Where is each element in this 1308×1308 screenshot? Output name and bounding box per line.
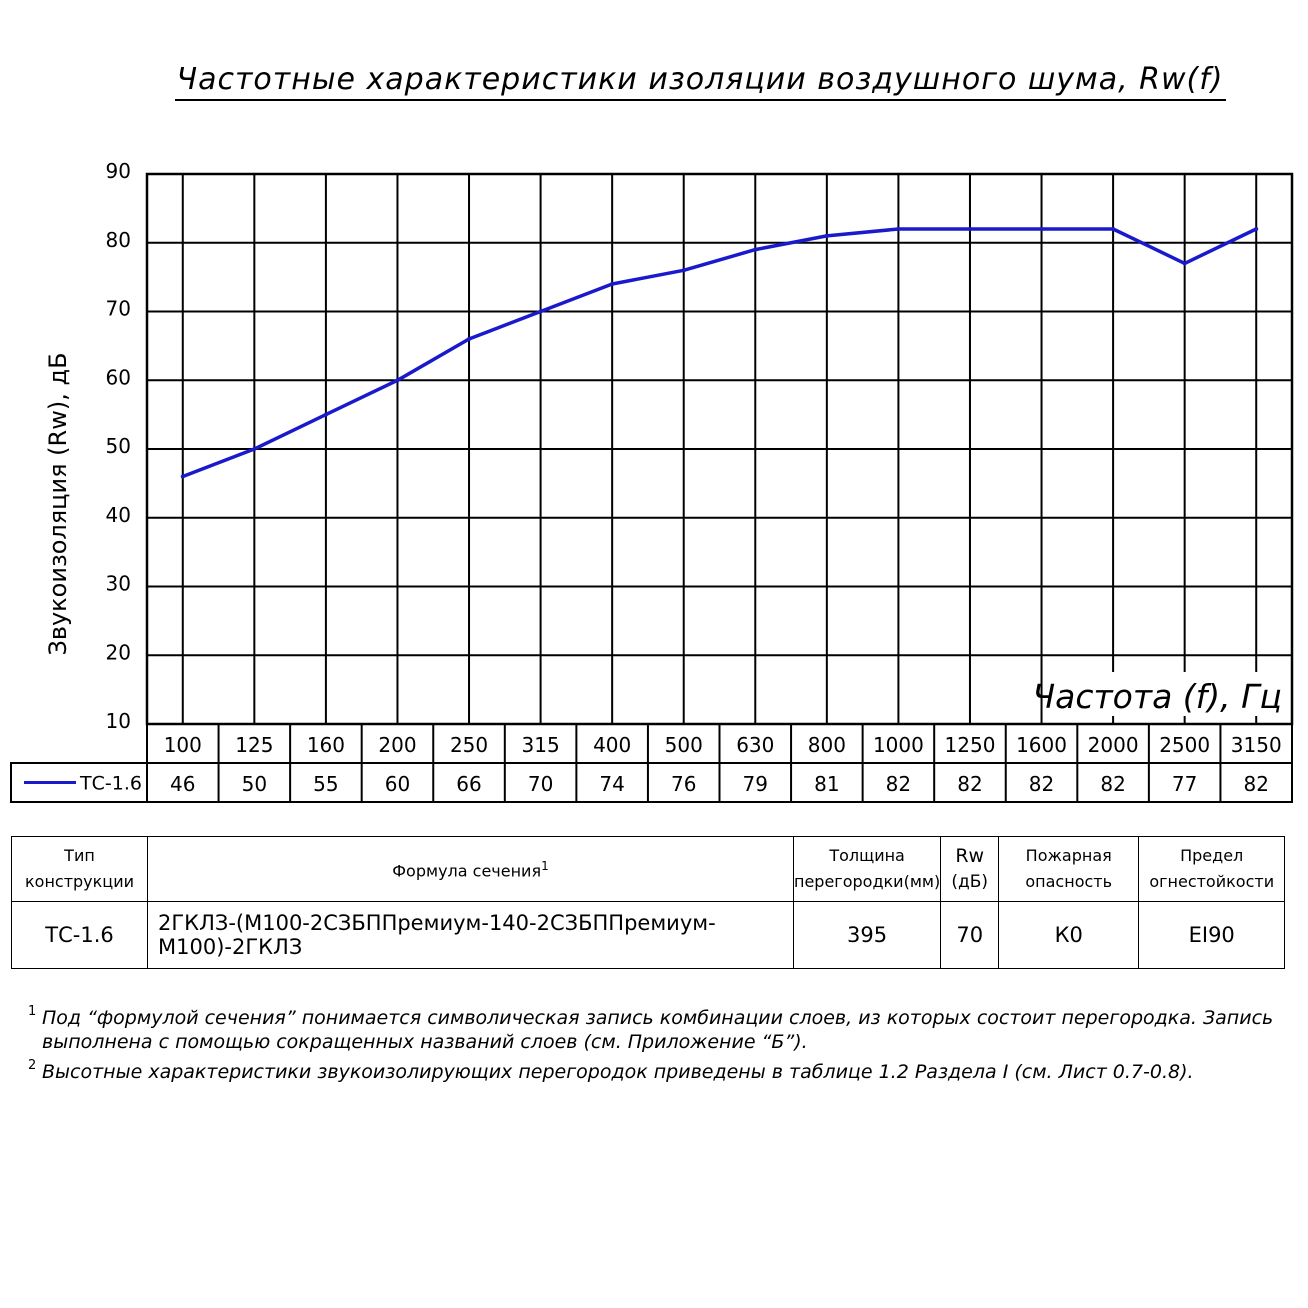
x-tick-label: 400: [593, 733, 631, 757]
footnote-1-mark: 1: [28, 1004, 37, 1019]
properties-header-row: Тип конструкции Формула сечения1 Толщина…: [11, 836, 1286, 902]
cell-fire-limit: EI90: [1138, 901, 1286, 969]
header-formula: Формула сечения1: [147, 836, 794, 902]
footnote-2: 2 Высотные характеристики звукоизолирующи…: [28, 1058, 1298, 1084]
data-point: [323, 412, 328, 417]
y-tick-label: 40: [106, 503, 131, 527]
data-point: [538, 309, 543, 314]
data-value-label: 74: [599, 772, 624, 796]
x-axis-title: Частота (f), Гц: [1032, 677, 1282, 716]
x-tick-label: 100: [164, 733, 202, 757]
y-tick-label: 60: [106, 365, 131, 389]
data-point: [896, 227, 901, 231]
header-type: Тип конструкции: [11, 836, 148, 902]
cell-thickness: 395: [792, 901, 942, 969]
footnote-2-mark: 2: [28, 1058, 37, 1073]
y-tick-label: 20: [106, 640, 131, 664]
x-tick-label: 1600: [1016, 733, 1067, 757]
data-value-label: 77: [1172, 772, 1197, 796]
chart-title-text: Частотные характеристики изоляции воздуш…: [174, 62, 1226, 101]
x-tick-label: 200: [378, 733, 416, 757]
frequency-chart: 10 20 30 40 50 60 70 80 90 100 125 160 200 250 315 400 5…: [10, 159, 1294, 803]
data-value-label: 82: [886, 772, 911, 796]
data-value-label: 70: [528, 772, 553, 796]
data-value-label: 66: [456, 772, 481, 796]
x-tick-label: 630: [736, 733, 774, 757]
y-tick-label: 90: [106, 159, 131, 183]
y-tick-label: 50: [106, 434, 131, 458]
data-value-label: 82: [1243, 772, 1268, 796]
x-tick-label: 315: [522, 733, 560, 757]
data-point: [467, 337, 472, 341]
data-point: [180, 474, 185, 479]
y-axis-title: Звукоизоляция (Rw), дБ: [44, 352, 72, 655]
properties-data-row: ТС-1.6 2ГКЛЗ-(М100-2СЗБППремиум-140-2СЗБ…: [11, 901, 1286, 969]
data-point: [610, 282, 615, 286]
data-point: [1111, 227, 1116, 231]
properties-table: Тип конструкции Формула сечения1 Толщина…: [11, 836, 1286, 969]
data-value-label: 46: [170, 772, 195, 796]
x-tick-label: 800: [808, 733, 846, 757]
x-tick-label: 1250: [945, 733, 996, 757]
header-thickness: Толщина перегородки(мм): [792, 836, 942, 902]
x-axis-title-bg: [1046, 672, 1286, 716]
x-tick-label: 160: [307, 733, 345, 757]
data-value-label: 50: [242, 772, 267, 796]
x-tick-label: 2000: [1088, 733, 1139, 757]
data-point: [395, 378, 400, 383]
data-point: [1254, 227, 1259, 231]
header-formula-footnote-mark: 1: [541, 859, 549, 874]
y-tick-label: 10: [106, 709, 131, 733]
y-tick-label: 30: [106, 572, 131, 596]
data-value-label: 82: [957, 772, 982, 796]
y-tick-label: 80: [106, 228, 131, 252]
data-point: [1039, 227, 1044, 231]
data-point: [753, 247, 758, 252]
legend-label: ТС-1.6: [79, 773, 142, 795]
x-tick-label: 1000: [873, 733, 924, 757]
header-fire-hazard: Пожарная опасность: [998, 836, 1140, 902]
header-rw-unit: (дБ): [951, 872, 989, 892]
data-value-label: 81: [814, 772, 839, 796]
footnote-1-text: Под “формулой сечения” понимается символ…: [42, 1007, 1274, 1053]
data-point: [1182, 261, 1187, 266]
data-point: [681, 268, 686, 273]
x-tick-label: 500: [665, 733, 703, 757]
y-tick-label: 70: [106, 297, 131, 321]
footnotes: 1 Под “формулой сечения” понимается симво…: [28, 1004, 1298, 1090]
data-point: [967, 227, 972, 231]
cell-rw: 70: [940, 901, 1000, 969]
data-value-label: 55: [313, 772, 338, 796]
header-rw-label: Rw: [955, 845, 985, 867]
header-rw: Rw (дБ): [940, 836, 1000, 902]
data-point: [824, 233, 829, 238]
header-formula-label: Формула сечения: [392, 861, 542, 881]
data-point: [252, 447, 257, 451]
data-value-label: 76: [671, 772, 696, 796]
cell-type: ТС-1.6: [11, 901, 148, 969]
data-value-label: 82: [1100, 772, 1125, 796]
series-line: [182, 227, 1257, 479]
data-value-label: 79: [743, 772, 768, 796]
header-fire-limit: Предел огнестойкости: [1138, 836, 1286, 902]
cell-fire-hazard: К0: [998, 901, 1140, 969]
chart-title: Частотные характеристики изоляции воздуш…: [150, 62, 1250, 101]
data-value-label: 60: [385, 772, 410, 796]
data-value-label: 82: [1029, 772, 1054, 796]
cell-formula: 2ГКЛЗ-(М100-2СЗБППремиум-140-2СЗБППремиу…: [147, 901, 794, 969]
footnote-2-text: Высотные характеристики звукоизолирующих…: [42, 1061, 1194, 1083]
footnote-1: 1 Под “формулой сечения” понимается симво…: [28, 1004, 1298, 1054]
x-tick-label: 250: [450, 733, 488, 757]
x-tick-label: 2500: [1159, 733, 1210, 757]
x-tick-label: 125: [235, 733, 273, 757]
x-tick-label: 3150: [1231, 733, 1282, 757]
